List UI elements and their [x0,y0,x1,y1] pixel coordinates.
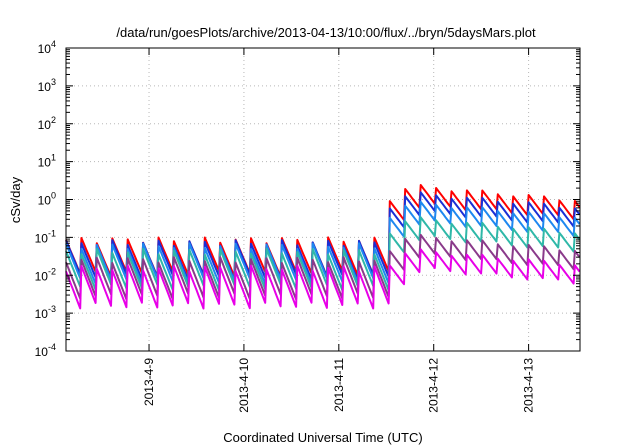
y-tick-label: 104 [38,39,56,56]
x-tick-label: 2013-4-10 [237,358,251,413]
grid [66,48,580,351]
series-line [65,200,581,285]
chart-title: /data/run/goesPlots/archive/2013-04-13/1… [116,25,536,40]
x-axis-label: Coordinated Universal Time (UTC) [223,430,422,445]
y-tick-label: 10-1 [35,228,56,245]
y-tick-label: 103 [38,77,56,94]
y-tick-label: 100 [38,191,56,208]
x-tick-label: 2013-4-12 [427,358,441,413]
x-axis: 2013-4-9 2013-4-10 2013-4-11 2013-4-12 2013-… [142,48,536,413]
series-line [65,248,581,310]
series-line [65,216,581,292]
series-line [65,233,581,301]
y-tick-label: 10-4 [35,342,56,359]
y-axis-label: cSv/day [8,176,23,223]
x-tick-label: 2013-4-9 [142,358,156,406]
x-tick-label: 2013-4-11 [332,358,346,412]
y-tick-label: 102 [38,115,56,132]
x-tick-label: 2013-4-13 [522,358,536,413]
y-tick-label: 101 [38,153,56,170]
y-tick-label: 10-2 [35,266,56,283]
series-group [65,184,581,310]
plot-frame [65,47,581,352]
y-tick-label: 10-3 [35,304,56,321]
